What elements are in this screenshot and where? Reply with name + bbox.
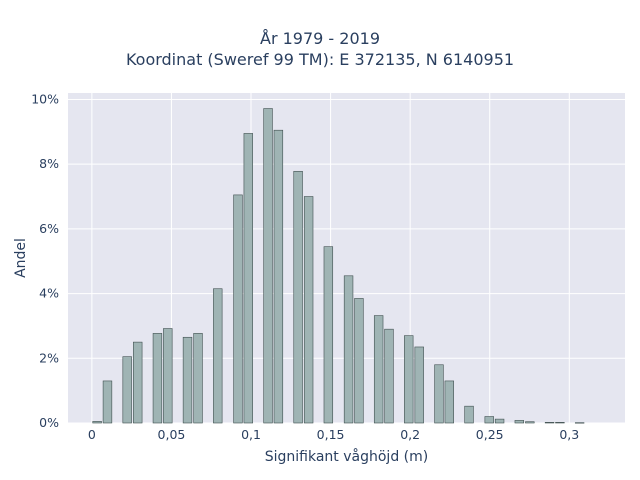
y-tick-label: 2% <box>39 350 59 365</box>
histogram-bar <box>152 333 163 424</box>
y-axis-label: Andel <box>13 238 29 278</box>
histogram-bar <box>122 356 132 424</box>
histogram-bar <box>233 194 243 424</box>
histogram-bar <box>525 421 535 424</box>
histogram-bar <box>404 335 414 424</box>
histogram-bar <box>133 341 143 424</box>
chart-title-line-1: År 1979 - 2019 <box>260 29 380 48</box>
y-tick-label: 6% <box>39 221 59 236</box>
histogram-bar <box>544 422 555 424</box>
x-tick-label: 0,2 <box>400 427 420 442</box>
y-tick-label: 8% <box>39 156 59 171</box>
histogram-bar <box>293 170 303 424</box>
y-tick-label: 0% <box>39 415 59 430</box>
histogram-bar <box>434 364 444 424</box>
histogram-bar <box>343 275 354 424</box>
histogram-bar <box>514 420 525 424</box>
y-tick-label: 4% <box>39 286 59 301</box>
x-tick-label: 0 <box>88 427 96 442</box>
y-tick-label: 10% <box>31 91 59 106</box>
x-tick-label: 0,1 <box>241 427 261 442</box>
histogram-bar <box>484 416 494 424</box>
histogram-bar <box>354 298 364 424</box>
histogram-bar <box>574 422 585 424</box>
histogram-bar <box>163 328 173 424</box>
histogram-bar <box>494 418 505 424</box>
histogram-bar <box>102 380 113 424</box>
histogram-bar <box>414 346 424 424</box>
histogram-bar <box>213 288 223 424</box>
x-axis-label: Signifikant våghöjd (m) <box>265 448 428 465</box>
histogram-bar <box>92 421 102 424</box>
histogram-bar <box>263 108 273 424</box>
histogram-bar <box>182 336 193 424</box>
histogram-bar <box>323 246 334 424</box>
x-tick-label: 0,3 <box>559 427 579 442</box>
chart-title-line-2: Koordinat (Sweref 99 TM): E 372135, N 61… <box>125 50 515 69</box>
x-tick-label: 0,15 <box>317 427 345 442</box>
histogram-bar <box>555 422 565 424</box>
histogram-bar <box>243 133 253 424</box>
histogram-bar <box>464 405 474 424</box>
histogram-bar <box>303 196 314 424</box>
x-tick-label: 0,25 <box>476 427 504 442</box>
histogram-bar <box>273 129 284 424</box>
histogram-bar <box>384 328 394 424</box>
histogram-bar <box>193 333 203 424</box>
histogram-bar <box>373 315 384 424</box>
histogram-bar <box>444 380 454 424</box>
x-tick-label: 0,05 <box>158 427 186 442</box>
